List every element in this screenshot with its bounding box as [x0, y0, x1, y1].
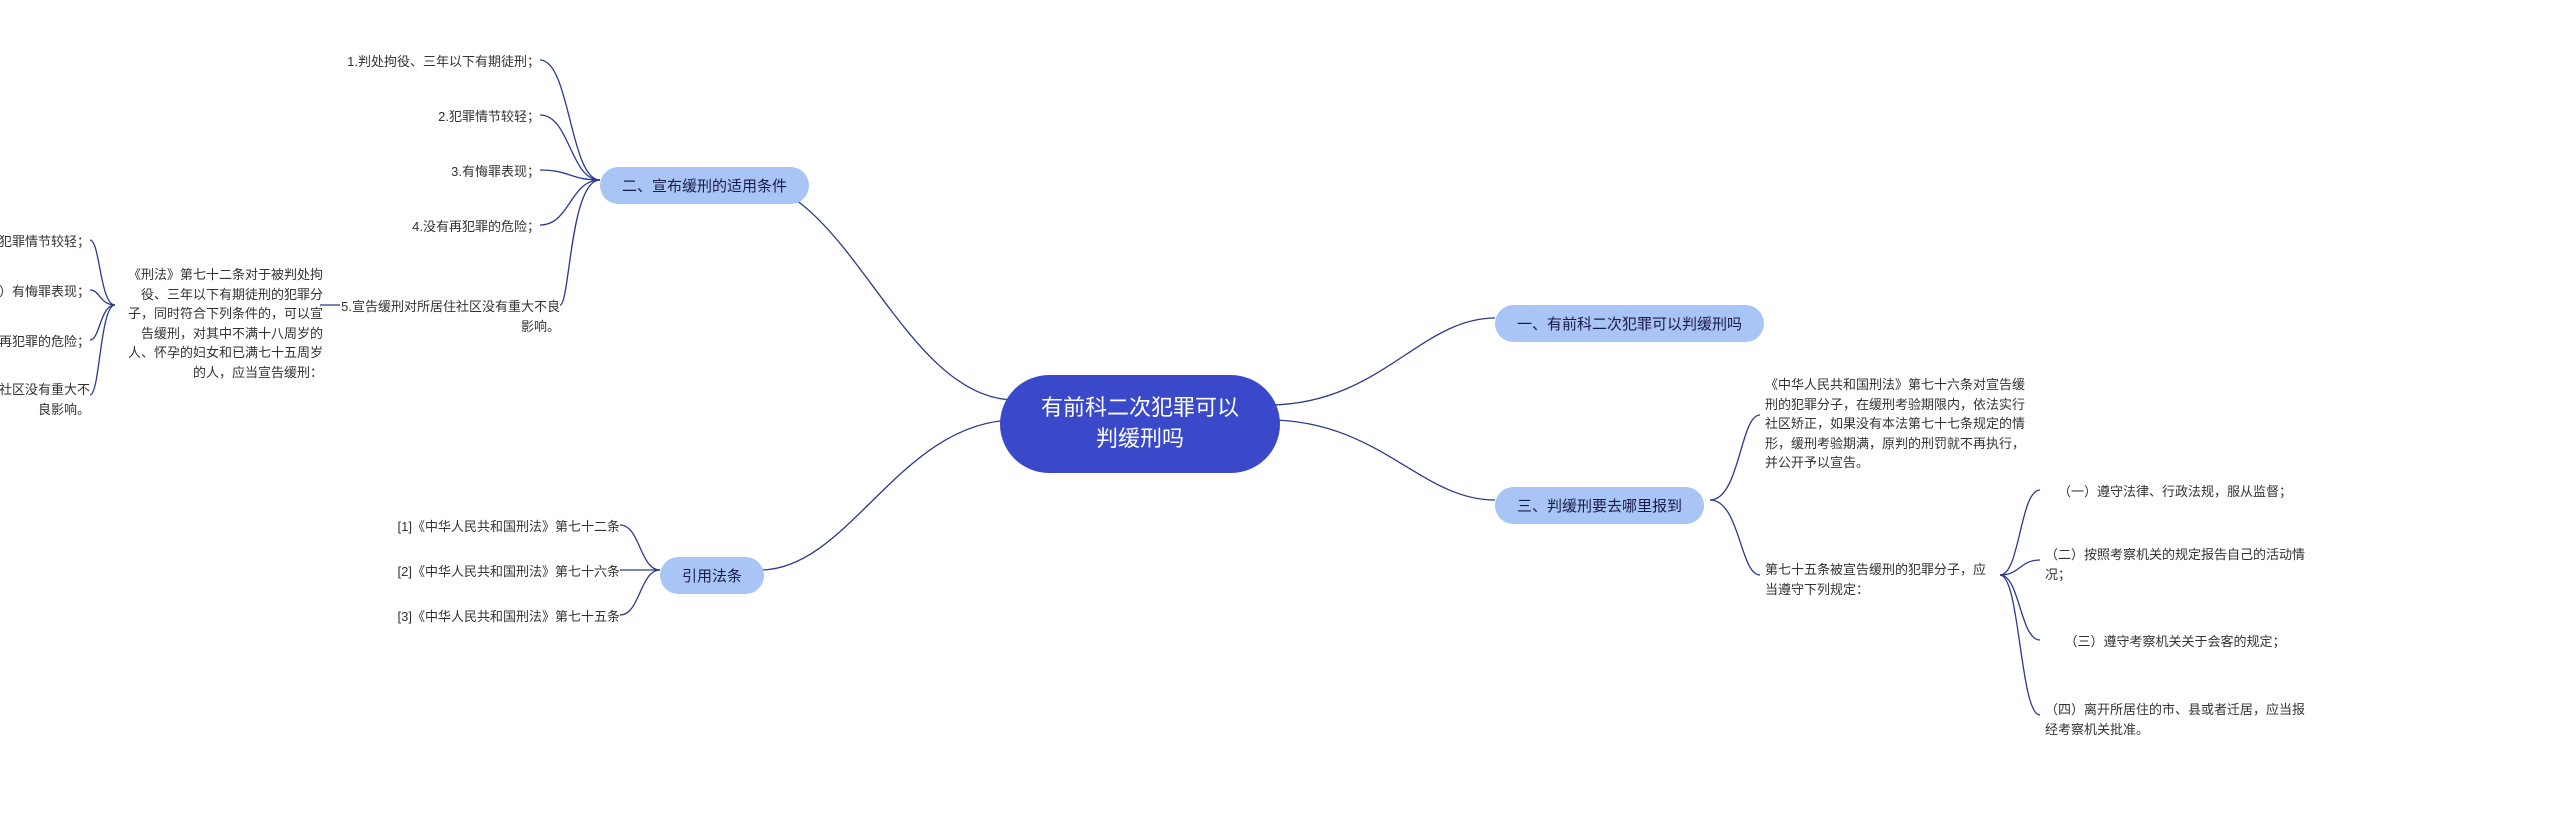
b3-sub-3: （三）遵守考察机关关于会客的规定； [2045, 632, 2305, 652]
b3-sub-2-text: （二）按照考察机关的规定报告自己的活动情况； [2045, 545, 2305, 584]
root-label: 有前科二次犯罪可以判缓刑吗 [1034, 393, 1246, 455]
b3-leaf-1: 《中华人民共和国刑法》第七十六条对宣告缓刑的犯罪分子，在缓刑考验期限内，依法实行… [1765, 375, 2025, 473]
branch-4-label: 引用法条 [682, 565, 742, 586]
b2-l5-s2-text: （二）有悔罪表现； [0, 282, 90, 302]
b4-leaf-2: [2]《中华人民共和国刑法》第七十六条 [380, 562, 620, 582]
b2-leaf-3-text: 3.有悔罪表现； [451, 162, 540, 182]
b2-leaf-5-text: 5.宣告缓刑对所居住社区没有重大不良影响。 [340, 297, 560, 336]
branch-3[interactable]: 三、判缓刑要去哪里报到 [1495, 487, 1704, 524]
b3-sub-1-text: （一）遵守法律、行政法规，服从监督； [2058, 482, 2292, 502]
b2-l5-s4-text: （四）宣告缓刑对所居住社区没有重大不良影响。 [0, 380, 90, 419]
b2-leaf-1: 1.判处拘役、三年以下有期徒刑； [340, 52, 540, 72]
b4-leaf-2-text: [2]《中华人民共和国刑法》第七十六条 [398, 562, 620, 582]
b3-leaf-1-text: 《中华人民共和国刑法》第七十六条对宣告缓刑的犯罪分子，在缓刑考验期限内，依法实行… [1765, 375, 2025, 473]
b2-leaf-5: 5.宣告缓刑对所居住社区没有重大不良影响。 [340, 297, 560, 336]
b4-leaf-3-text: [3]《中华人民共和国刑法》第七十五条 [398, 607, 620, 627]
b2-l5-s3: （三）没有再犯罪的危险； [0, 332, 90, 352]
b2-l5-sub-text: 《刑法》第七十二条对于被判处拘役、三年以下有期徒刑的犯罪分子，同时符合下列条件的… [118, 265, 323, 382]
branch-2[interactable]: 二、宣布缓刑的适用条件 [600, 167, 809, 204]
b2-l5-s3-text: （三）没有再犯罪的危险； [0, 332, 90, 352]
b2-leaf-4-text: 4.没有再犯罪的危险； [412, 217, 540, 237]
b3-sub-4-text: （四）离开所居住的市、县或者迁居，应当报经考察机关批准。 [2045, 700, 2305, 739]
b2-leaf-3: 3.有悔罪表现； [340, 162, 540, 182]
b3-leaf-2-text: 第七十五条被宣告缓刑的犯罪分子，应当遵守下列规定： [1765, 560, 1995, 599]
b4-leaf-1: [1]《中华人民共和国刑法》第七十二条 [380, 517, 620, 537]
b3-sub-4: （四）离开所居住的市、县或者迁居，应当报经考察机关批准。 [2045, 700, 2305, 739]
b3-sub-2: （二）按照考察机关的规定报告自己的活动情况； [2045, 545, 2305, 584]
branch-1[interactable]: 一、有前科二次犯罪可以判缓刑吗 [1495, 305, 1764, 342]
b2-l5-s1: （一）犯罪情节较轻； [0, 232, 90, 252]
branch-1-label: 一、有前科二次犯罪可以判缓刑吗 [1517, 313, 1742, 334]
b2-l5-s4: （四）宣告缓刑对所居住社区没有重大不良影响。 [0, 380, 90, 419]
branch-2-label: 二、宣布缓刑的适用条件 [622, 175, 787, 196]
root-node[interactable]: 有前科二次犯罪可以判缓刑吗 [1000, 375, 1280, 473]
b3-leaf-2: 第七十五条被宣告缓刑的犯罪分子，应当遵守下列规定： [1765, 560, 1995, 599]
b2-l5-sub: 《刑法》第七十二条对于被判处拘役、三年以下有期徒刑的犯罪分子，同时符合下列条件的… [118, 265, 323, 382]
b2-l5-s1-text: （一）犯罪情节较轻； [0, 232, 90, 252]
b3-sub-1: （一）遵守法律、行政法规，服从监督； [2045, 482, 2305, 502]
b2-leaf-1-text: 1.判处拘役、三年以下有期徒刑； [347, 52, 540, 72]
branch-4[interactable]: 引用法条 [660, 557, 764, 594]
b2-l5-s2: （二）有悔罪表现； [0, 282, 90, 302]
b4-leaf-3: [3]《中华人民共和国刑法》第七十五条 [380, 607, 620, 627]
b2-leaf-4: 4.没有再犯罪的危险； [340, 217, 540, 237]
branch-3-label: 三、判缓刑要去哪里报到 [1517, 495, 1682, 516]
b3-sub-3-text: （三）遵守考察机关关于会客的规定； [2064, 632, 2285, 652]
b2-leaf-2: 2.犯罪情节较轻； [340, 107, 540, 127]
b4-leaf-1-text: [1]《中华人民共和国刑法》第七十二条 [398, 517, 620, 537]
b2-leaf-2-text: 2.犯罪情节较轻； [438, 107, 540, 127]
